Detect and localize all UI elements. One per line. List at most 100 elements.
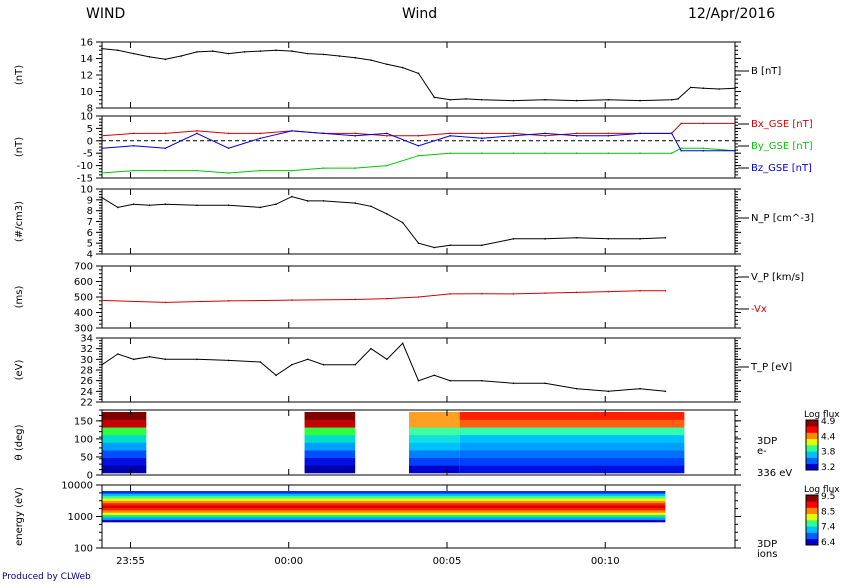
heatmap-cell-6-1-1 (304, 457, 356, 466)
heatmap-cell-6-1-7 (304, 412, 356, 420)
data-point-3-0-18 (449, 244, 451, 247)
heatmap-cell-7-0-1 (102, 517, 666, 520)
heatmap-cell-6-2-7 (409, 412, 460, 420)
data-point-3-0-21 (544, 238, 546, 240)
y-tick-label-1-0: 8 (87, 104, 93, 115)
data-point-3-0-11 (322, 200, 325, 202)
data-point-5-0-18 (449, 379, 451, 382)
data-point-2-0-8 (354, 132, 357, 135)
data-point-2-1-17 (639, 152, 641, 154)
data-point-2-1-16 (607, 152, 610, 154)
heatmap-cell-7-0-9 (102, 498, 666, 501)
heatmap-cell-6-2-5 (409, 427, 460, 436)
series-line-4-0 (101, 290, 666, 303)
heatmap-cell-6-2-4 (409, 434, 460, 443)
y-tick-label-7-1: 1000 (68, 512, 93, 523)
data-point-3-0-2 (132, 203, 135, 205)
colorbar-segment-6-6 (806, 426, 818, 433)
data-point-1-0-29 (639, 99, 641, 102)
heatmap-cell-7-0-0 (102, 519, 666, 523)
data-point-2-2-5 (259, 137, 262, 140)
heatmap-cell-6-2-2 (409, 450, 460, 459)
heatmap-cell-6-1-0 (304, 465, 356, 474)
data-point-2-1-6 (291, 169, 293, 172)
y-tick-label-2-5: 10 (80, 112, 93, 123)
y-axis-label-2: (nT) (14, 137, 25, 157)
data-point-1-0-35 (734, 87, 736, 89)
colorbar-segment-7-1 (806, 532, 818, 540)
y-tick-label-3-2: 6 (87, 228, 93, 239)
data-point-1-0-34 (718, 88, 720, 90)
data-point-2-2-0 (101, 147, 103, 150)
data-point-4-0-0 (101, 299, 103, 302)
data-point-2-0-12 (481, 132, 483, 135)
panel-frame-5 (101, 337, 736, 403)
colorbar-tick-6-0: 4.9 (821, 417, 836, 427)
series-line-1-0 (101, 48, 736, 102)
data-point-2-1-19 (680, 147, 682, 150)
data-point-5-0-20 (512, 382, 515, 385)
y-tick-label-2-4: 5 (87, 124, 93, 135)
data-point-4-0-13 (639, 290, 641, 292)
data-point-2-2-7 (322, 132, 325, 135)
colorbar-segment-7-7 (806, 495, 818, 502)
data-point-2-2-16 (607, 135, 610, 137)
data-point-5-0-23 (607, 390, 610, 393)
data-point-2-2-6 (291, 130, 293, 132)
y-tick-label-3-6: 10 (80, 185, 93, 196)
data-point-2-1-11 (449, 152, 451, 154)
data-point-5-0-25 (664, 390, 667, 393)
colorbar-segment-7-3 (806, 520, 818, 527)
data-point-2-0-15 (575, 132, 578, 135)
data-point-5-0-5 (196, 358, 198, 361)
data-point-5-0-9 (291, 363, 293, 366)
heatmap-cell-6-1-5 (304, 427, 356, 436)
data-point-2-0-14 (544, 135, 546, 137)
data-point-2-1-3 (196, 169, 198, 172)
data-point-4-0-4 (354, 298, 357, 301)
colorbar-title-6: Log flux (804, 410, 840, 420)
heatmap-cell-6-0-0 (102, 465, 147, 474)
colorbar-segment-7-2 (806, 526, 818, 533)
data-point-1-0-30 (670, 98, 673, 101)
y-tick-label-4-4: 700 (74, 262, 93, 273)
data-point-2-2-9 (386, 132, 388, 135)
heatmap-cell-7-0-2 (102, 514, 666, 518)
data-point-5-0-19 (481, 379, 483, 382)
data-point-2-2-14 (544, 132, 546, 135)
data-point-1-0-21 (433, 96, 436, 99)
y-tick-label-5-6: 34 (80, 334, 93, 345)
data-point-2-0-2 (164, 132, 167, 135)
heatmap-cell-7-0-8 (102, 500, 666, 504)
data-point-4-0-12 (607, 290, 610, 293)
colorbar-tick-6-3: 3.2 (821, 463, 835, 473)
data-point-2-0-21 (734, 122, 736, 125)
x-tick-label-3: 00:10 (591, 556, 620, 567)
data-point-3-0-4 (164, 203, 167, 205)
data-point-3-0-19 (481, 244, 483, 247)
y-tick-label-5-5: 32 (80, 344, 93, 355)
data-point-3-0-8 (275, 203, 277, 205)
data-point-1-0-16 (354, 56, 357, 59)
data-point-3-0-10 (306, 200, 309, 202)
data-point-1-0-4 (164, 58, 167, 61)
y-axis-label-3: (#/cm3) (14, 201, 25, 242)
data-point-5-0-21 (544, 382, 546, 385)
data-point-1-0-26 (544, 98, 546, 101)
data-point-1-0-2 (132, 52, 135, 55)
y-tick-label-5-4: 30 (80, 355, 93, 366)
data-point-2-0-10 (417, 135, 420, 137)
data-point-3-0-22 (575, 236, 578, 239)
legend-label-4-1: -Vx (751, 304, 767, 315)
data-point-3-0-9 (291, 195, 293, 198)
heatmap-cell-7-0-7 (102, 502, 666, 506)
legend-label-2-0: Bx_GSE [nT] (751, 119, 813, 130)
data-point-2-1-4 (227, 172, 230, 174)
data-point-4-0-5 (386, 297, 388, 300)
data-point-2-1-10 (417, 154, 420, 157)
data-point-3-0-20 (512, 238, 515, 240)
data-point-2-0-3 (196, 130, 198, 132)
data-point-2-1-9 (386, 164, 388, 167)
heatmap-cell-7-0-4 (102, 510, 666, 513)
data-point-1-0-24 (481, 98, 483, 101)
